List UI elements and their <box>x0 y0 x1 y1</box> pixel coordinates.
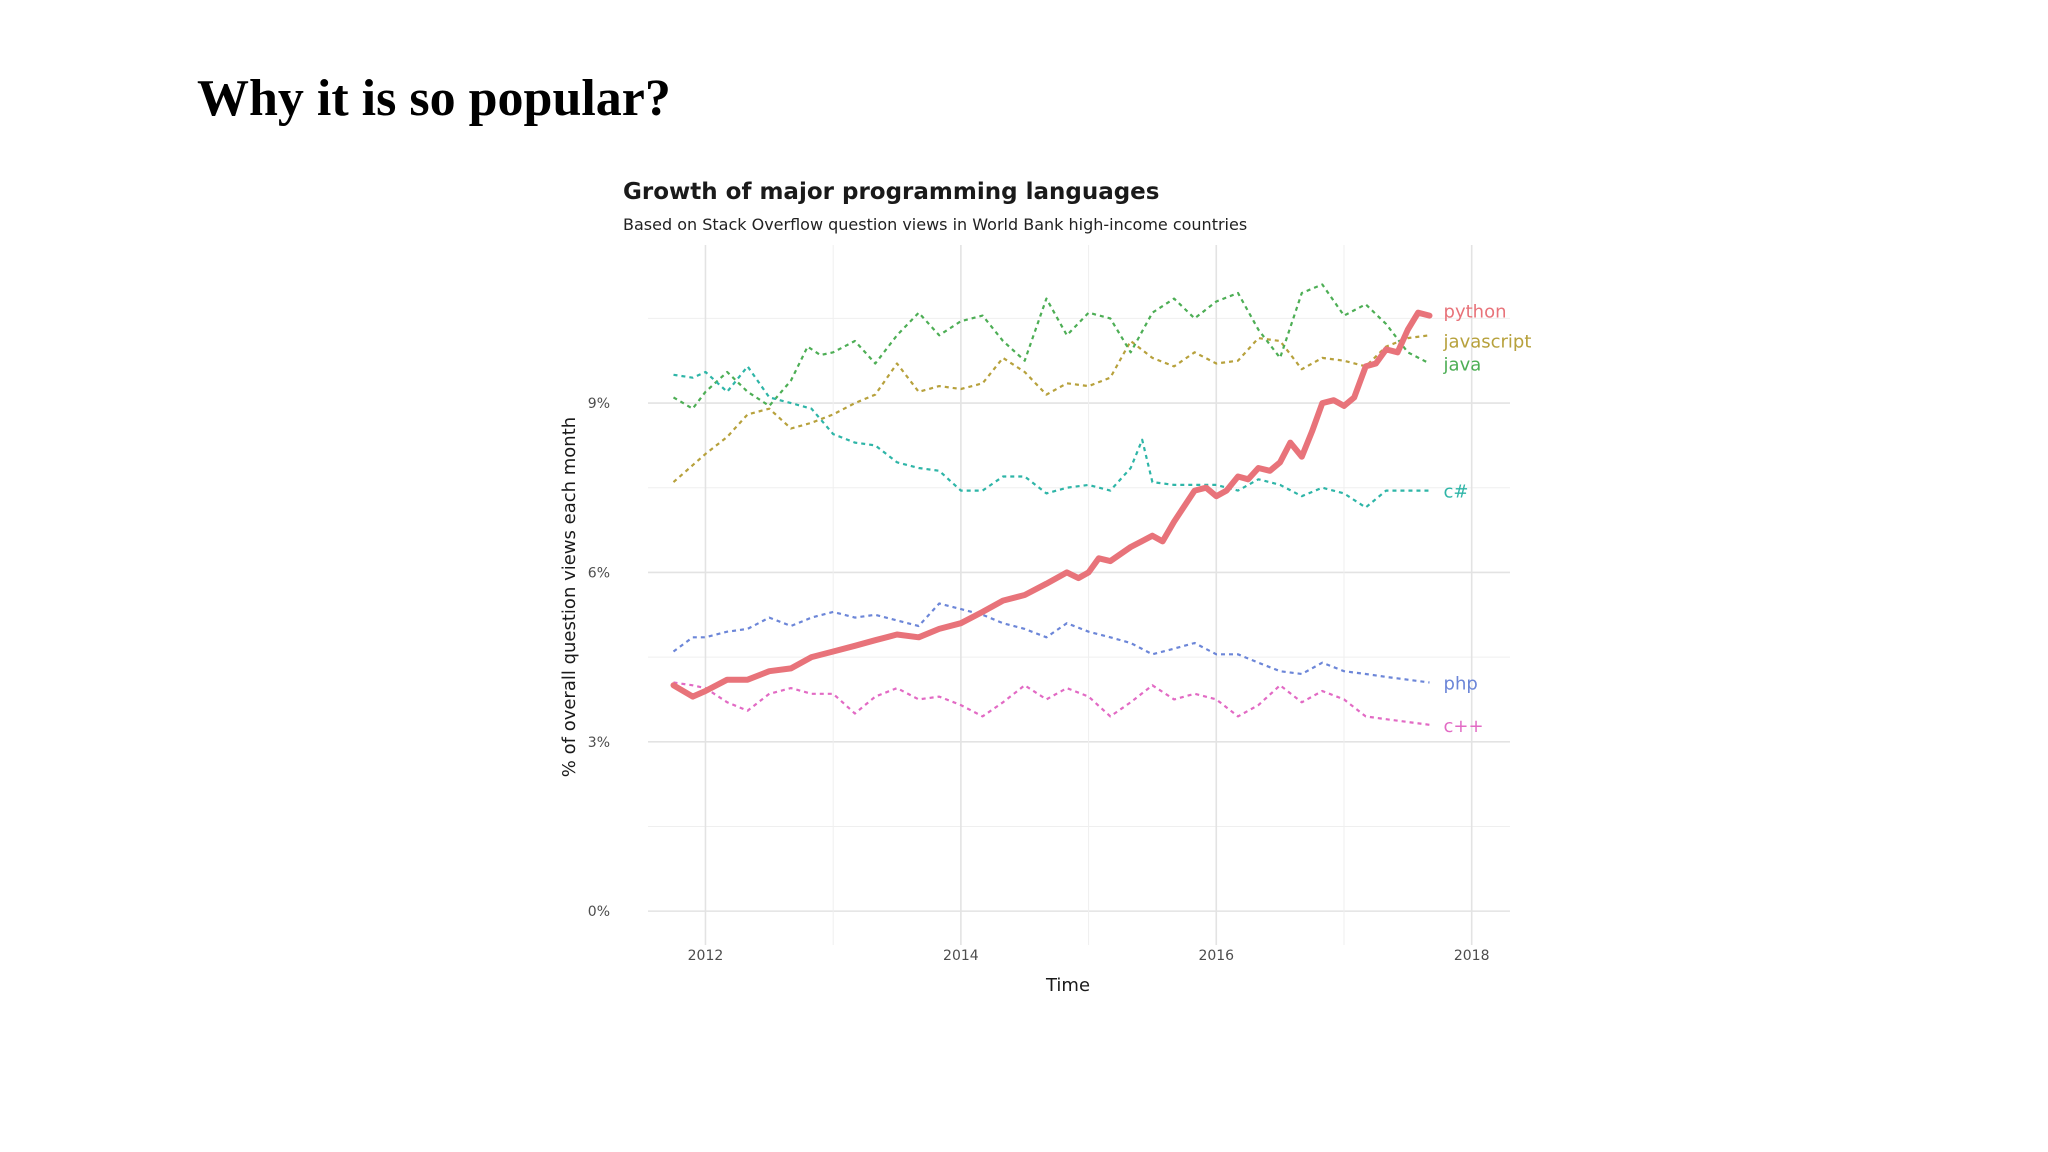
chart-grid <box>648 245 1510 945</box>
chart-series-labels: python javascript java c# php c++ <box>1443 302 1532 737</box>
x-axis-title: Time <box>1045 975 1090 996</box>
slide-title: Why it is so popular? <box>197 70 671 127</box>
chart-subtitle: Based on Stack Overflow question views i… <box>623 215 1247 234</box>
series-line-c <box>673 681 1430 726</box>
x-tick-label: 2012 <box>688 948 724 964</box>
series-line-php <box>672 602 1430 684</box>
series-label-java: java <box>1443 355 1482 376</box>
series-line-python <box>670 309 1433 700</box>
series-label-php: php <box>1444 674 1478 695</box>
series-line-javascript <box>672 334 1430 483</box>
series-label-c: c# <box>1444 482 1469 503</box>
chart-title: Growth of major programming languages <box>623 179 1159 205</box>
series-line-java <box>672 283 1431 410</box>
chart-axis-ticks: 0% 3% 6% 9% 2012 2014 2016 2018 <box>588 396 1490 964</box>
y-tick-label: 0% <box>588 904 610 920</box>
x-tick-label: 2016 <box>1198 948 1234 964</box>
x-tick-label: 2014 <box>943 948 979 964</box>
series-label-javascript: javascript <box>1443 331 1532 352</box>
series-label-python: python <box>1444 302 1507 323</box>
y-tick-label: 9% <box>588 396 610 412</box>
y-tick-label: 6% <box>588 565 610 581</box>
chart-series <box>670 283 1433 726</box>
series-label-c: c++ <box>1444 716 1484 737</box>
series-line-c <box>673 365 1430 509</box>
x-tick-label: 2018 <box>1454 948 1490 964</box>
y-axis-title: % of overall question views each month <box>559 417 580 777</box>
y-tick-label: 3% <box>588 735 610 751</box>
